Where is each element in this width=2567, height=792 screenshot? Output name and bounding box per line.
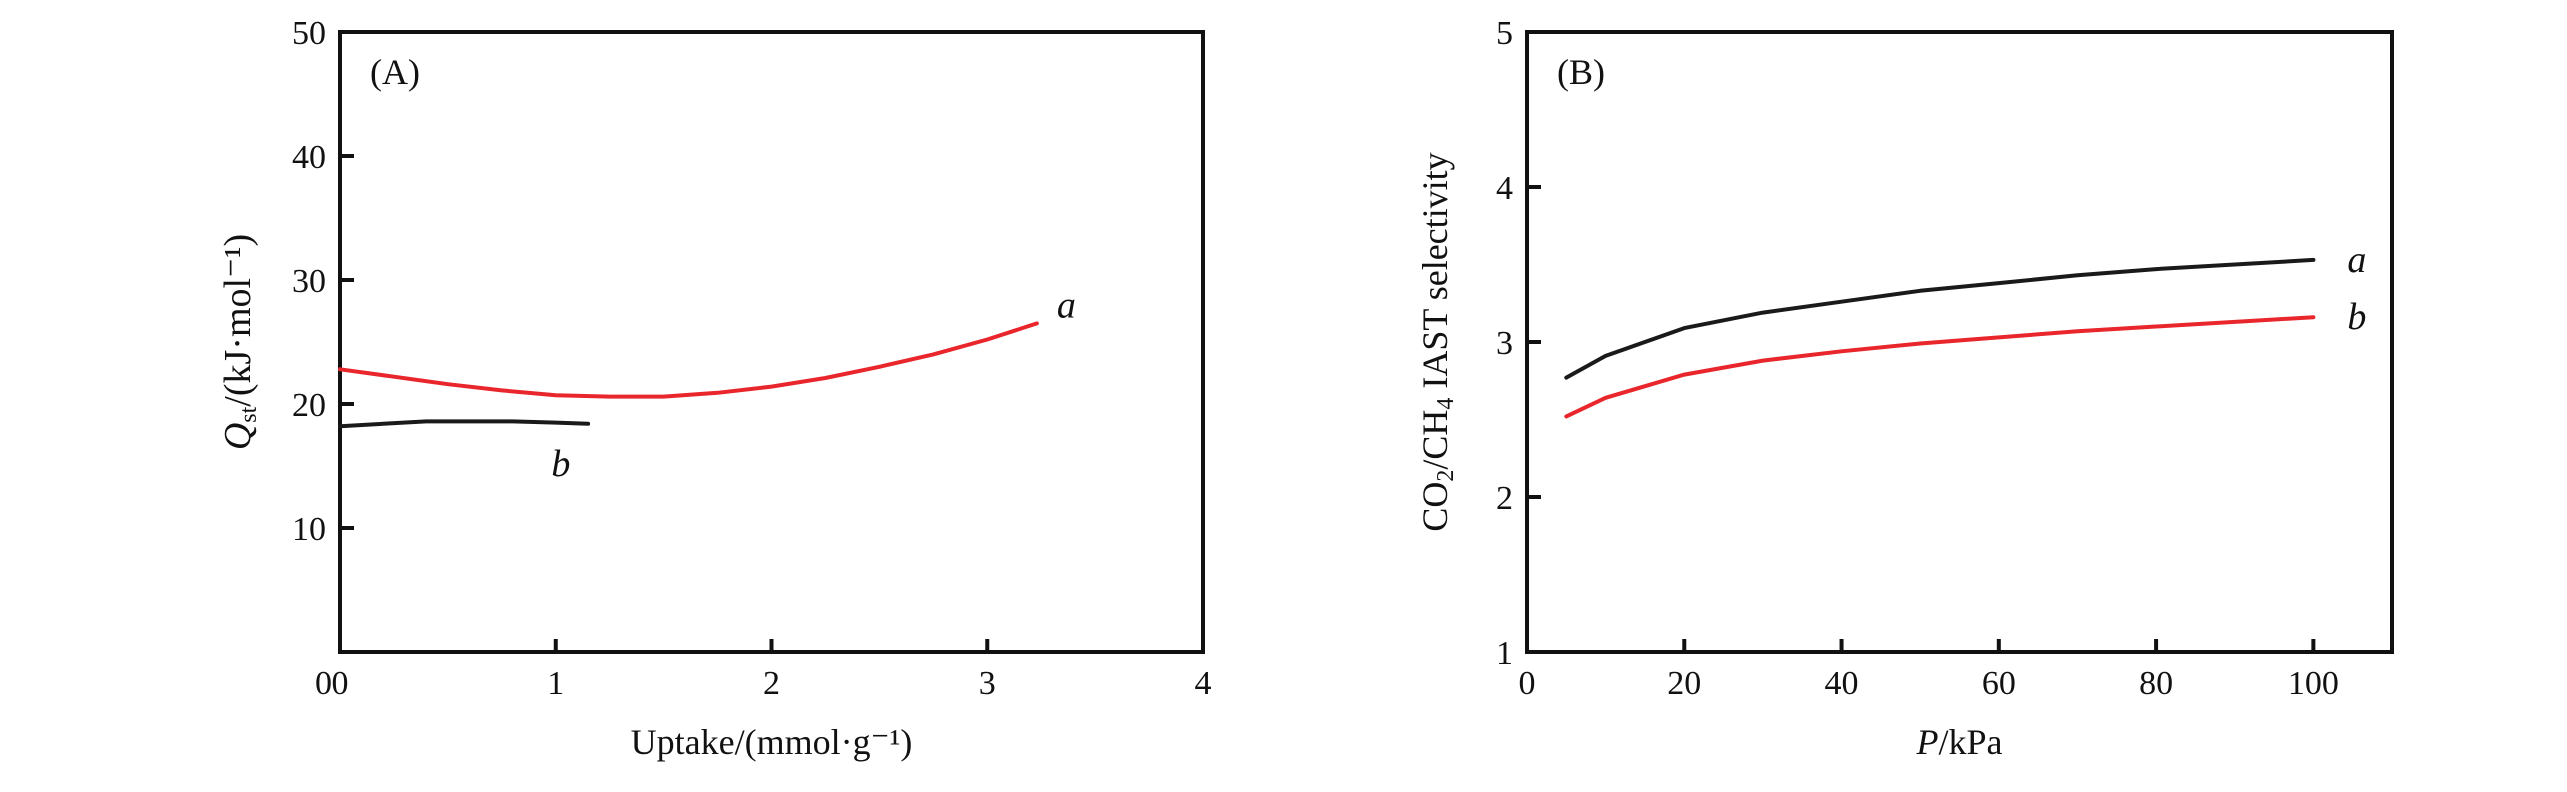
series-a-label: a [1057,284,1076,326]
x-tick-label: 3 [979,665,996,702]
y-tick-label: 5 [1496,15,1513,52]
y-axis-label-subscript: 4 [1433,398,1459,410]
series-b-line [338,419,591,429]
y-tick-label: 20 [292,387,326,424]
x-tick-label: 1 [547,665,564,702]
x-axis-label: Uptake/(mmol·g⁻¹) [631,722,913,762]
y-tick-label: 3 [1496,325,1513,362]
y-tick-label: 50 [292,15,326,52]
series-b-label: b [2347,296,2366,338]
panel-label: (B) [1557,52,1605,92]
y-axis-label: Qst/(kJ·mol⁻¹) [217,234,262,450]
y-tick-label: 10 [292,511,326,548]
x-tick-label: 60 [1982,665,2016,702]
y-axis-label-unit: /(kJ·mol⁻¹) [217,234,259,407]
y-tick-label: 2 [1496,480,1513,517]
x-tick-label: 0 [332,665,349,702]
x-axis-label-unit: /kPa [1938,722,2002,762]
y-axis-label-part: CO [1415,482,1455,532]
panel-label: (A) [370,52,420,92]
plot-frame [338,30,1205,654]
y-axis-label-part: /CH [1415,410,1455,470]
series-b-line [1564,315,2316,419]
y-axis-label-subscript: st [236,406,262,422]
series-a-line [1564,257,2316,380]
x-tick-label: 2 [763,665,780,702]
y-axis-label-part: IAST selectivity [1415,152,1455,397]
panel-a-qst-chart: 0 1 2 3 401020304050(A)abUptake/(mmol·g⁻¹)Qs… [217,15,1212,762]
y-axis-label-subscript: 2 [1433,470,1459,482]
x-axis-label-symbol: P [1915,722,1938,762]
series-a-label: a [2347,239,2366,281]
series-b-label: b [551,443,570,485]
y-tick-label: 0 [315,665,332,702]
x-tick-label: 0 [1519,665,1536,702]
series-a-line [338,321,1039,399]
y-tick-label: 40 [292,139,326,176]
y-tick-label: 30 [292,263,326,300]
x-tick-label: 20 [1667,665,1701,702]
x-axis-label: P/kPa [1915,722,2002,762]
y-axis-label-symbol: Q [217,423,259,450]
x-tick-label: 100 [2288,665,2339,702]
y-axis-label: CO2/CH4 IAST selectivity [1415,152,1459,531]
x-tick-label: 80 [2139,665,2173,702]
y-tick-label: 4 [1496,170,1513,207]
x-tick-label: 40 [1825,665,1859,702]
x-tick-label: 4 [1195,665,1212,702]
y-tick-label: 1 [1496,635,1513,672]
